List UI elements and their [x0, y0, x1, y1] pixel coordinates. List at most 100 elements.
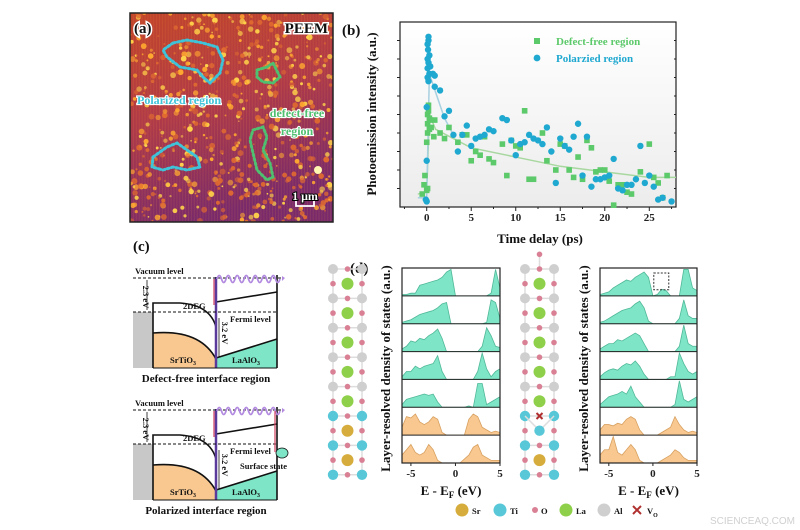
- legend-label: O: [541, 506, 548, 516]
- peem-speckle: [326, 29, 331, 33]
- peem-streak: [231, 13, 233, 222]
- data-point-polarized: [424, 41, 431, 48]
- peem-speckle: [236, 168, 241, 172]
- peem-speckle: [299, 185, 303, 189]
- peem-streak: [280, 13, 282, 222]
- peem-speckle: [170, 72, 176, 79]
- data-point-defect-free: [437, 130, 443, 136]
- peem-speckle: [208, 147, 214, 153]
- peem-speckle: [305, 45, 309, 48]
- peem-speckle: [196, 17, 202, 23]
- peem-speckle: [180, 205, 185, 210]
- oxygen-atom: [359, 427, 365, 434]
- titanium-atom: [327, 440, 339, 451]
- aluminum-atom: [520, 381, 530, 392]
- peem-speckle: [311, 172, 315, 176]
- oxygen-atom: [536, 266, 543, 272]
- x-tick-label: 0: [453, 468, 459, 480]
- peem-speckle: [215, 200, 220, 205]
- photon-wave: [216, 274, 281, 284]
- peem-speckle: [327, 54, 333, 60]
- titanium-atom: [534, 425, 545, 436]
- peem-speckle: [187, 75, 192, 81]
- peem-speckle: [142, 206, 147, 211]
- peem-speckle: [319, 55, 323, 58]
- peem-speckle: [244, 193, 249, 198]
- peem-speckle: [185, 178, 191, 184]
- peem-speckle: [160, 130, 165, 135]
- peem-speckle: [239, 14, 245, 20]
- titanium-atom: [548, 440, 560, 451]
- oxygen-atom: [330, 427, 336, 434]
- peem-speckle: [233, 133, 237, 137]
- peem-streak: [196, 13, 198, 222]
- data-point-polarized: [423, 103, 430, 111]
- peem-speckle: [159, 147, 162, 149]
- panel-a-label: (a): [134, 21, 152, 37]
- oxygen-atom: [330, 339, 336, 346]
- peem-speckle: [202, 106, 205, 109]
- dos-curve: [401, 268, 501, 297]
- x-axis-unit: (eV): [652, 483, 679, 498]
- data-point-polarized: [668, 198, 675, 205]
- subscript: 3: [193, 493, 196, 499]
- peem-speckle: [209, 157, 214, 162]
- peem-speckle: [256, 203, 261, 208]
- conduction-band-sto: [152, 302, 217, 368]
- data-point-polarized: [425, 78, 432, 85]
- gap-label: 2.3 eV: [141, 418, 151, 442]
- data-point-polarized: [463, 122, 470, 129]
- data-point-defect-free: [446, 124, 452, 131]
- data-point-polarized: [441, 113, 448, 120]
- data-point-polarized: [424, 46, 432, 53]
- peem-speckle: [201, 56, 204, 59]
- data-point-defect-free: [553, 167, 559, 173]
- peem-speckle: [318, 173, 324, 179]
- peem-speckle: [237, 60, 241, 65]
- peem-speckle: [151, 95, 157, 101]
- lanthanum-atom: [533, 277, 546, 290]
- oxygen-atom: [522, 280, 528, 287]
- valence-band-sto: [152, 331, 217, 360]
- peem-speckle: [224, 70, 230, 75]
- data-point-polarized: [623, 181, 631, 188]
- peem-speckle: [231, 146, 237, 152]
- peem-speckle: [153, 188, 156, 191]
- dos-curve: [599, 415, 698, 436]
- peem-image-panel: (a) PEEM Polarized region defect-free re…: [129, 12, 334, 223]
- peem-speckle: [299, 63, 306, 70]
- subscript: 3: [193, 361, 196, 367]
- peem-speckle: [273, 55, 280, 62]
- strontium-atom: [533, 454, 546, 467]
- data-point-defect-free: [521, 108, 528, 114]
- peem-speckle: [213, 207, 217, 211]
- oxygen-atom: [359, 280, 365, 287]
- peem-speckle: [154, 157, 158, 161]
- data-point-polarized: [570, 133, 577, 140]
- aluminum-atom: [357, 293, 367, 304]
- peem-speckle: [196, 205, 200, 209]
- peem-speckle: [130, 218, 135, 222]
- legend-label: Polarzied region: [556, 53, 633, 65]
- peem-speckle: [238, 98, 244, 104]
- legend-atom-icon-la: [559, 503, 573, 517]
- peem-speckle: [259, 97, 262, 100]
- strontium-atom: [341, 454, 354, 467]
- lanthanum-atom: [341, 307, 354, 320]
- peem-speckle: [273, 155, 277, 160]
- peem-speckle: [314, 166, 322, 174]
- aluminum-atom: [357, 352, 367, 363]
- peem-speckle: [254, 191, 259, 196]
- legend-label: Sr: [472, 506, 481, 516]
- data-point-defect-free: [593, 169, 599, 175]
- diagram-caption: Defect-free interface region: [142, 373, 270, 385]
- peem-streak: [208, 13, 210, 222]
- peem-speckle: [212, 176, 218, 183]
- peem-speckle: [202, 133, 206, 137]
- peem-speckle: [261, 14, 268, 21]
- peem-speckle: [326, 74, 332, 79]
- data-point-polarized: [450, 131, 457, 139]
- data-point-polarized: [490, 127, 497, 135]
- peem-speckle: [269, 189, 273, 193]
- oxygen-atom: [551, 427, 557, 434]
